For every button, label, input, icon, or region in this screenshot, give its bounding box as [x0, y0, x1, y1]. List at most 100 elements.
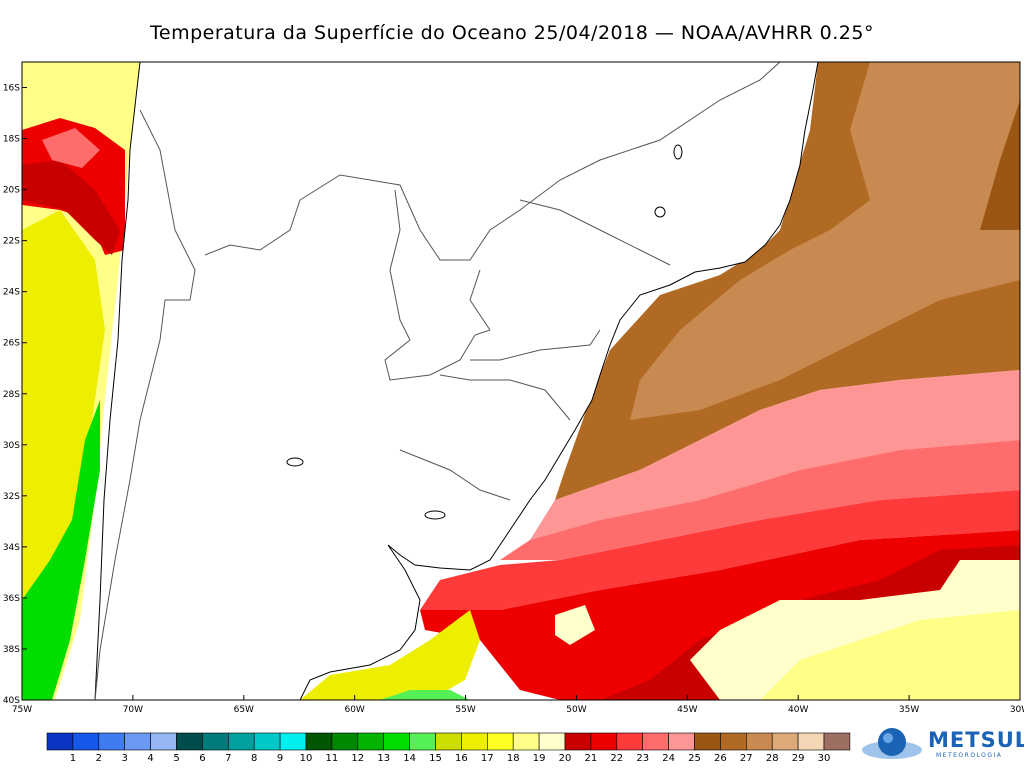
legend-swatch [383, 732, 410, 751]
legend-swatch [745, 732, 773, 751]
legend-label: 11 [326, 753, 339, 764]
lat-label: 26S [3, 339, 20, 349]
lon-label: 70W [123, 705, 143, 715]
legend-swatch [823, 732, 851, 751]
lat-label: 32S [3, 492, 20, 502]
map-frame [21, 61, 1021, 701]
legend-label: 3 [122, 753, 128, 764]
legend-swatch [357, 732, 384, 751]
sst-field [22, 62, 1020, 700]
legend-labels: 1 2 3 4 5 6 7 8 9 10 11 12 13 14 15 16 17 18 19 20 21 22 23 24 2… [70, 753, 831, 764]
legend-label: 2 [96, 753, 102, 764]
legend-swatch [538, 732, 566, 751]
legend-swatch [72, 732, 100, 751]
legend-label: 22 [610, 753, 623, 764]
legend-swatch [435, 732, 462, 751]
legend-label: 15 [429, 753, 442, 764]
legend-label: 28 [766, 753, 779, 764]
lat-label: 30S [3, 441, 20, 451]
legend-swatch [202, 732, 229, 751]
legend-boxes [46, 732, 851, 751]
atlantic-dark-brown-band [980, 100, 1020, 230]
legend-swatch [279, 732, 307, 751]
lon-label: 35W [899, 705, 919, 715]
legend-label: 10 [300, 753, 313, 764]
map-title: Temperatura da Superfície do Oceano 25/0… [150, 22, 874, 44]
plata-yellow-region [300, 610, 480, 700]
legend-swatch [150, 732, 177, 751]
longitude-ticks: 75W 70W 65W 60W 55W 50W 45W 40W 35W 30W [12, 695, 1024, 715]
legend-label: 16 [455, 753, 468, 764]
legend-label: 26 [714, 753, 727, 764]
legend-swatch [564, 732, 592, 751]
south-america-land [94, 62, 819, 700]
legend-label: 29 [792, 753, 805, 764]
legend-label: 14 [403, 753, 416, 764]
logo-subtitle: METEOROLOGIA [936, 752, 1003, 759]
legend-swatch [461, 732, 488, 751]
atlantic-pale-yellow-region [760, 610, 1020, 700]
legend-swatch [512, 732, 540, 751]
legend-label: 19 [533, 753, 546, 764]
lat-label: 22S [3, 237, 20, 247]
atlantic-salmon-region [420, 490, 1020, 610]
pacific-darkred-core [22, 160, 120, 255]
latitude-ticks: 16S 18S 20S 22S 24S 26S 28S 30S 32S 34S 36S 38S 40S [3, 84, 27, 706]
lon-label: 50W [566, 705, 586, 715]
lon-label: 40W [788, 705, 808, 715]
atlantic-pink-region [530, 370, 1020, 540]
legend-swatch [486, 732, 514, 751]
legend-label: 7 [225, 753, 231, 764]
lat-label: 38S [3, 645, 20, 655]
lon-label: 30W [1010, 705, 1024, 715]
legend-swatch [46, 732, 74, 751]
legend-swatch [616, 732, 643, 751]
legend-label: 24 [662, 753, 675, 764]
globe-icon [862, 728, 922, 759]
legend-swatch [694, 732, 721, 751]
legend-label: 23 [636, 753, 649, 764]
lat-label: 34S [3, 543, 20, 553]
lat-label: 40S [3, 696, 20, 706]
lat-label: 28S [3, 390, 20, 400]
lat-label: 24S [3, 288, 20, 298]
legend-swatch [409, 732, 436, 751]
legend-swatch [771, 732, 799, 751]
legend-swatch [253, 732, 281, 751]
lon-label: 65W [234, 705, 254, 715]
legend-swatch [98, 732, 126, 751]
pacific-green-region [22, 400, 100, 700]
atlantic-light-brown-region [630, 62, 1020, 420]
metsul-logo: METSUL METEOROLOGIA [858, 724, 1024, 768]
legend-swatch [228, 732, 255, 751]
lakes [286, 144, 683, 520]
lat-label: 16S [3, 84, 20, 94]
lon-label: 45W [677, 705, 697, 715]
legend-label: 6 [199, 753, 205, 764]
pacific-pink-core [42, 128, 100, 168]
legend-label: 12 [351, 753, 364, 764]
atlantic-light-red-region [500, 440, 1020, 560]
legend-swatch [642, 732, 669, 751]
lon-label: 75W [12, 705, 32, 715]
plata-cream-patch [555, 605, 595, 645]
lat-label: 36S [3, 594, 20, 604]
legend-label: 8 [251, 753, 257, 764]
legend-swatch [305, 732, 333, 751]
legend-swatch [331, 732, 359, 751]
logo-name: METSUL [928, 728, 1024, 752]
lon-label: 60W [344, 705, 364, 715]
country-borders [94, 62, 781, 700]
legend-swatch [720, 732, 747, 751]
legend-label: 17 [481, 753, 494, 764]
lon-label: 55W [455, 705, 475, 715]
plata-green-region [380, 690, 470, 700]
legend-swatch [124, 732, 151, 751]
legend-swatch [668, 732, 695, 751]
legend-label: 18 [507, 753, 520, 764]
lat-label: 18S [3, 135, 20, 145]
legend-label: 1 [70, 753, 76, 764]
legend-label: 27 [740, 753, 753, 764]
